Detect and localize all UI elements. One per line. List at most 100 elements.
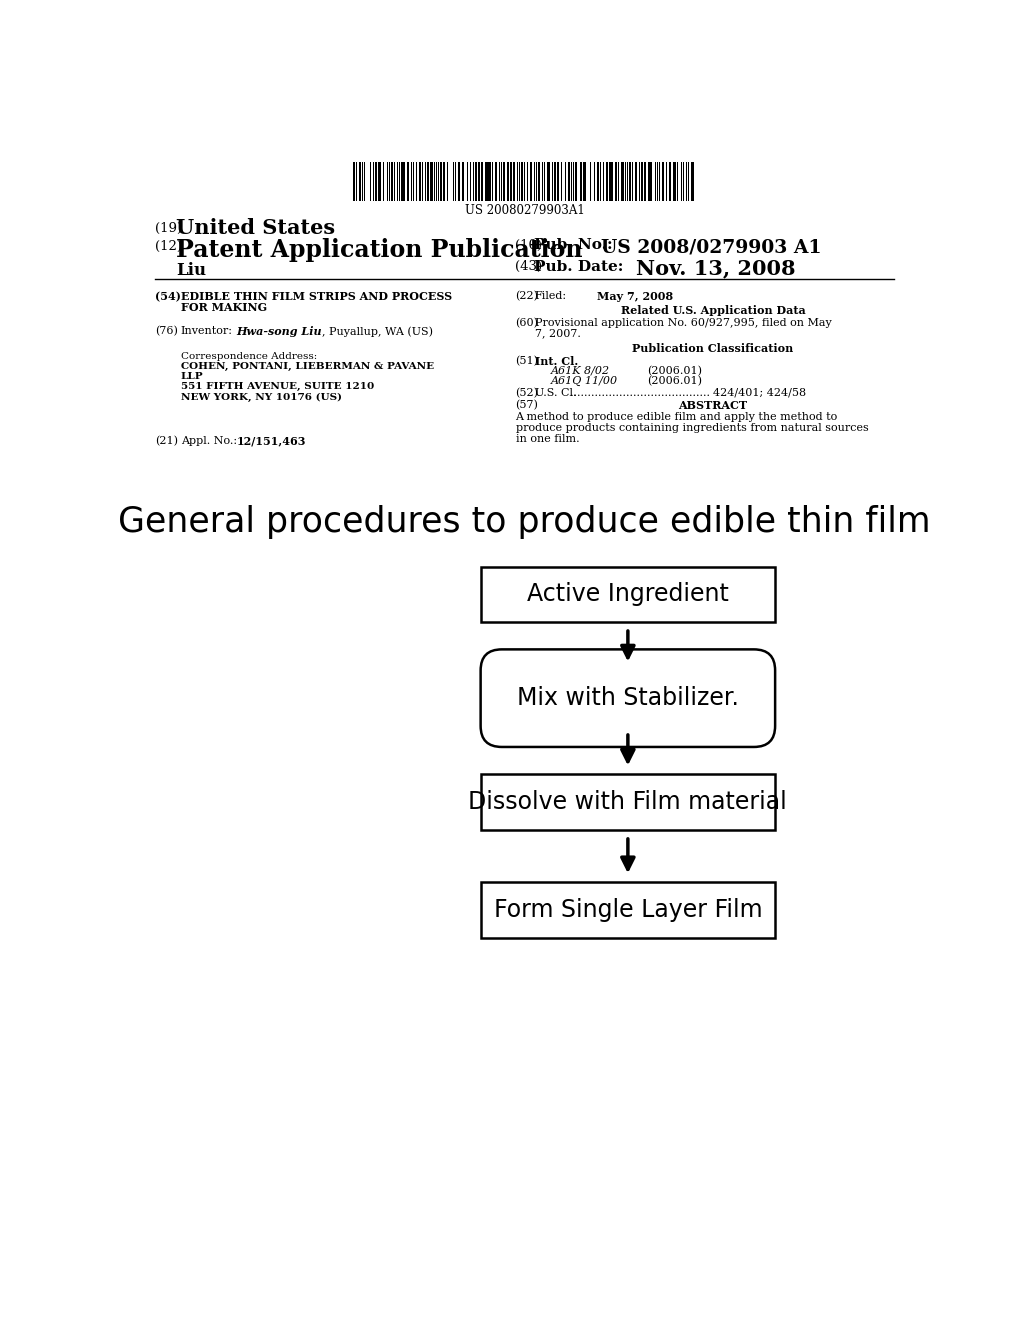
Text: U.S. Cl.: U.S. Cl. <box>535 388 577 397</box>
Bar <box>462 162 464 201</box>
Bar <box>394 162 395 201</box>
Text: LLP: LLP <box>180 372 204 381</box>
Bar <box>391 162 393 201</box>
Bar <box>572 162 574 201</box>
Bar <box>675 162 676 201</box>
Bar <box>501 162 503 201</box>
Text: Liu: Liu <box>176 261 206 279</box>
Bar <box>597 162 599 201</box>
Bar <box>635 162 637 201</box>
Bar <box>648 162 649 201</box>
Text: Publication Classification: Publication Classification <box>633 343 794 354</box>
Bar <box>480 882 775 937</box>
Text: COHEN, PONTANI, LIEBERMAN & PAVANE: COHEN, PONTANI, LIEBERMAN & PAVANE <box>180 363 434 371</box>
Text: A method to produce edible film and apply the method to: A method to produce edible film and appl… <box>515 412 838 422</box>
Bar <box>547 162 550 201</box>
Bar <box>364 162 366 201</box>
Text: (57): (57) <box>515 400 539 411</box>
Text: Pub. No.:: Pub. No.: <box>535 239 612 252</box>
Bar <box>641 162 643 201</box>
Bar <box>375 162 377 201</box>
Text: (21): (21) <box>155 436 178 446</box>
Text: US 20080279903A1: US 20080279903A1 <box>465 203 585 216</box>
Text: Related U.S. Application Data: Related U.S. Application Data <box>621 305 806 315</box>
Text: (12): (12) <box>155 240 182 253</box>
Bar <box>473 162 474 201</box>
Text: FOR MAKING: FOR MAKING <box>180 302 267 313</box>
Text: Form Single Layer Film: Form Single Layer Film <box>494 898 762 921</box>
Text: Inventor:: Inventor: <box>180 326 232 337</box>
Text: A61K 8/02: A61K 8/02 <box>550 366 609 375</box>
Bar <box>453 162 455 201</box>
Bar <box>590 162 592 201</box>
Text: 424/401; 424/58: 424/401; 424/58 <box>713 388 806 397</box>
Text: , Puyallup, WA (US): , Puyallup, WA (US) <box>322 326 433 337</box>
Text: Pub. Date:: Pub. Date: <box>535 260 624 275</box>
Text: (19): (19) <box>155 222 182 235</box>
Bar <box>485 162 487 201</box>
Bar <box>687 162 689 201</box>
Bar <box>378 162 381 201</box>
Bar <box>538 162 540 201</box>
Bar <box>402 162 404 201</box>
Text: General procedures to produce edible thin film: General procedures to produce edible thi… <box>119 506 931 539</box>
FancyBboxPatch shape <box>480 649 775 747</box>
Bar <box>458 162 460 201</box>
Bar <box>510 162 512 201</box>
Text: (76): (76) <box>155 326 178 337</box>
Text: US 2008/0279903 A1: US 2008/0279903 A1 <box>601 239 821 256</box>
Text: ABSTRACT: ABSTRACT <box>679 400 748 412</box>
Bar <box>630 162 631 201</box>
Bar <box>585 162 586 201</box>
Bar <box>625 162 627 201</box>
Bar <box>552 162 554 201</box>
Bar <box>427 162 429 201</box>
Bar <box>644 162 646 201</box>
Bar <box>609 162 611 201</box>
Bar <box>407 162 410 201</box>
Bar <box>513 162 515 201</box>
Bar <box>430 162 432 201</box>
Text: Int. Cl.: Int. Cl. <box>535 355 579 367</box>
Text: Nov. 13, 2008: Nov. 13, 2008 <box>636 259 796 279</box>
Bar <box>570 162 572 201</box>
Text: (52): (52) <box>515 388 539 399</box>
Bar <box>480 775 775 830</box>
Bar <box>359 162 361 201</box>
Text: Correspondence Address:: Correspondence Address: <box>180 352 317 362</box>
Bar <box>352 162 355 201</box>
Bar <box>658 162 660 201</box>
Text: A61Q 11/00: A61Q 11/00 <box>550 376 617 387</box>
Text: Provisional application No. 60/927,995, filed on May: Provisional application No. 60/927,995, … <box>535 318 831 327</box>
Text: Hwa-song Liu: Hwa-song Liu <box>237 326 323 338</box>
Text: (60): (60) <box>515 318 539 329</box>
Bar <box>443 162 445 201</box>
Text: ........................................: ........................................ <box>569 388 710 397</box>
Bar <box>614 162 617 201</box>
Bar <box>495 162 497 201</box>
Text: Patent Application Publication: Patent Application Publication <box>176 239 583 263</box>
Text: Active Ingredient: Active Ingredient <box>527 582 729 606</box>
Bar <box>422 162 423 201</box>
Bar <box>594 162 595 201</box>
Bar <box>446 162 449 201</box>
Bar <box>503 162 506 201</box>
Bar <box>475 162 477 201</box>
Text: produce products containing ingredients from natural sources: produce products containing ingredients … <box>515 424 868 433</box>
Bar <box>467 162 468 201</box>
Text: 551 FIFTH AVENUE, SUITE 1210: 551 FIFTH AVENUE, SUITE 1210 <box>180 383 374 392</box>
Bar <box>521 162 523 201</box>
Text: in one film.: in one film. <box>515 434 580 444</box>
Bar <box>623 162 624 201</box>
Text: 7, 2007.: 7, 2007. <box>535 329 581 338</box>
Text: United States: United States <box>176 218 335 239</box>
Bar <box>568 162 569 201</box>
Text: May 7, 2008: May 7, 2008 <box>597 290 673 302</box>
Text: 12/151,463: 12/151,463 <box>237 436 306 446</box>
Bar <box>691 162 693 201</box>
Bar <box>669 162 671 201</box>
Bar <box>507 162 509 201</box>
Text: (22): (22) <box>515 290 539 301</box>
Text: (10): (10) <box>515 239 543 252</box>
Bar <box>356 162 357 201</box>
